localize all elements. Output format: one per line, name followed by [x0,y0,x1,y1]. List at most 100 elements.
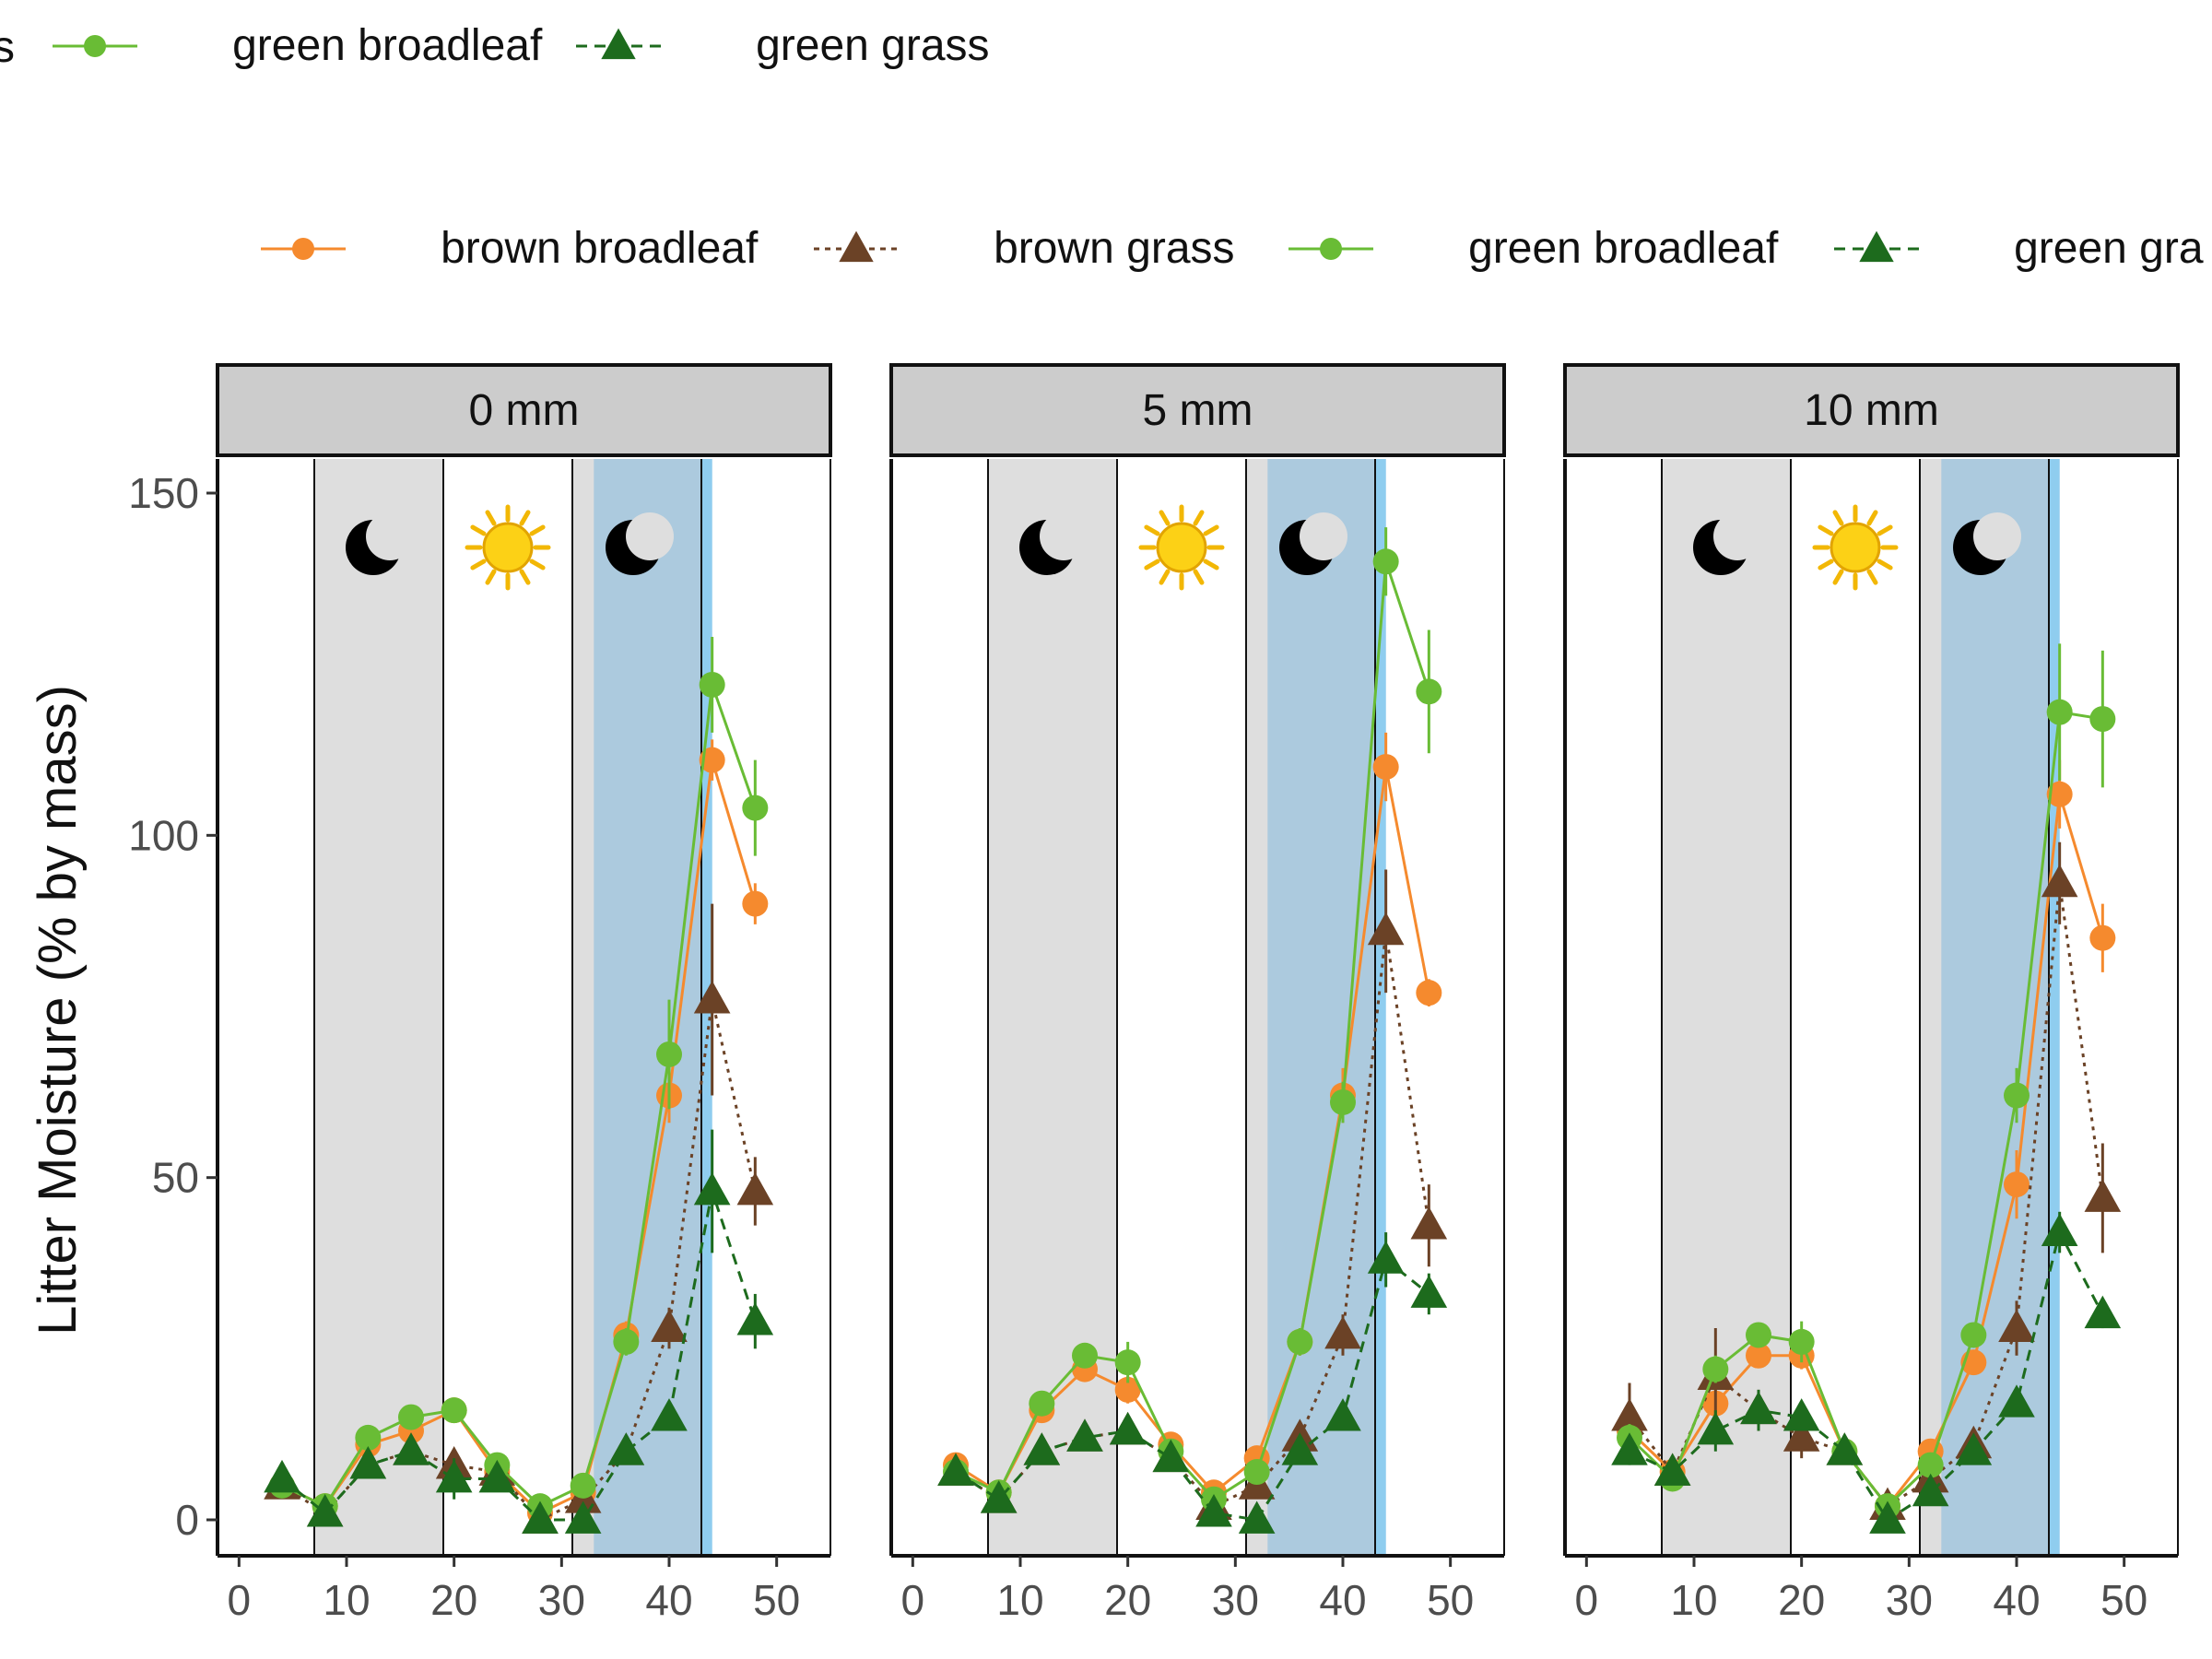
data-point [1746,1322,1771,1348]
x-tick-label: 20 [1778,1576,1825,1624]
sun-ray [519,510,531,526]
x-tick-label: 30 [538,1576,585,1624]
y-axis-label: Litter Moisture (% by mass) [28,685,88,1335]
data-point [1998,1384,2035,1418]
legend-label-main-0: brown broadleaf [441,224,759,273]
data-point [1416,980,1442,1006]
data-point [1114,1376,1141,1403]
sun-body [482,522,534,573]
x-tick-label: 0 [901,1576,925,1624]
legend-key-marker-main-2 [1320,238,1343,260]
data-point [736,1302,774,1335]
moon-icon [1019,512,1088,575]
data-point [2084,1179,2122,1212]
data-point [693,1171,731,1206]
sun-ray [1193,510,1205,526]
panel-title: 0 mm [469,386,580,435]
sun-ray [529,524,546,536]
moon-cutout [1040,512,1088,560]
sun-body [1830,522,1881,573]
data-point [1869,1500,1906,1534]
rain-band [1267,459,1386,1556]
sun-ray [470,559,487,571]
x-tick-label: 40 [645,1576,692,1624]
data-point [349,1446,387,1479]
legend-key-marker-top-3 [601,28,636,60]
y-tick-label: 0 [175,1496,199,1544]
panel-0: 0 mm 0 10 20 30 40 50 0 50 100 150 [128,363,832,1624]
sun-ray [1818,559,1834,571]
data-point [2046,781,2073,807]
data-point [355,1424,382,1451]
sun-ray [519,569,531,585]
data-point [2004,1171,2030,1198]
sun-ray [1832,569,1844,585]
plot-background [218,459,830,1556]
x-tick-label: 50 [1427,1576,1474,1624]
x-tick-label: 0 [228,1576,252,1624]
sun-ray [1144,559,1160,571]
data-point [1367,1241,1405,1274]
data-point [1072,1342,1098,1369]
data-point [1783,1398,1820,1431]
sun-ray [1144,524,1160,536]
data-point [1960,1322,1987,1348]
data-point [2004,1082,2030,1109]
data-point [1998,1309,2035,1342]
data-point [651,1398,688,1431]
legend-partial-label: s [0,23,15,72]
series-green-grass [937,1232,1448,1534]
legend-top-partial: s green broadleaf green grass [0,21,990,72]
data-point [1912,1473,1949,1507]
sun-ray [1159,510,1171,526]
panel-strip [216,363,832,457]
legend-key-marker-main-1 [839,230,874,263]
data-point [742,794,769,821]
data-point [2041,1213,2078,1246]
moon-icon [1693,512,1761,575]
x-tick-label: 10 [1670,1576,1717,1624]
data-point [393,1432,429,1465]
moon-icon [346,512,414,575]
data-point [306,1494,344,1527]
panel-title: 5 mm [1143,386,1253,435]
series-line [955,560,1430,1501]
x-tick-label: 30 [1212,1576,1259,1624]
moon-icon [606,512,674,575]
sun-ray [470,524,487,536]
sun-icon [1138,504,1225,591]
data-point [564,1500,602,1534]
x-tick-label: 10 [323,1576,370,1624]
data-point [1287,1328,1313,1355]
data-point [2046,699,2073,725]
data-point [1023,1432,1061,1465]
data-point [1281,1432,1319,1465]
legend-label-main-3: green gra [2014,224,2204,273]
data-point [699,671,725,698]
data-point [656,1041,682,1067]
night-band-0 [314,459,443,1556]
data-point [1152,1439,1190,1473]
data-point [398,1404,424,1430]
x-tick-label: 30 [1886,1576,1933,1624]
legend-label-main-2: green broadleaf [1468,224,1779,273]
data-point [1611,1398,1648,1431]
data-point [1367,912,1405,946]
sun-ray [1877,524,1893,536]
sun-body [1156,522,1207,573]
panel-strip [1563,363,2180,457]
series-green-grass [1611,1211,2122,1534]
sun-ray [1203,524,1219,536]
data-point [937,1453,974,1486]
x-tick-label: 40 [1993,1576,2040,1624]
data-point [2089,706,2116,733]
data-point [1740,1391,1777,1425]
data-point [1330,1088,1356,1115]
plot-background [891,459,1504,1556]
series-line [1628,710,2103,1509]
sun-ray [1159,569,1171,585]
sun-ray [1832,510,1844,526]
sun-ray [1193,569,1205,585]
data-point [1826,1432,1864,1465]
